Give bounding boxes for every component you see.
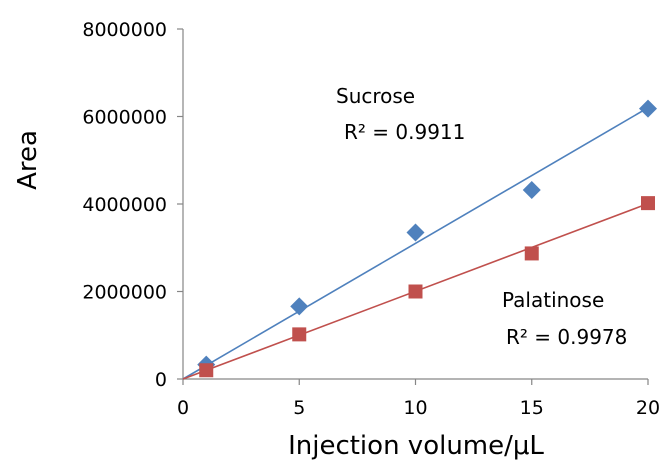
- ticks: 0 2000000 4000000 6000000 8000000 0 5 10 15 20: [82, 19, 660, 419]
- y-axis-title: Area: [13, 130, 43, 190]
- x-tick-label: 0: [177, 397, 189, 419]
- r-squared-label-sucrose: R² = 0.9911: [344, 120, 465, 144]
- data-point-palatinose: [641, 196, 655, 211]
- y-tick-label: 4000000: [82, 194, 167, 216]
- x-axis-title: Injection volume/μL: [288, 431, 544, 461]
- data-point-sucrose: [639, 99, 657, 118]
- y-tick-label: 6000000: [82, 107, 167, 129]
- r-squared-label-palatinose: R² = 0.9978: [506, 325, 627, 349]
- data-point-sucrose: [406, 223, 425, 242]
- series-label-sucrose: Sucrose: [336, 84, 415, 108]
- y-tick-label: 2000000: [82, 282, 167, 304]
- y-tick-label: 8000000: [82, 19, 167, 41]
- data-point-sucrose: [290, 297, 309, 316]
- data-points: [197, 99, 657, 378]
- data-point-palatinose: [524, 246, 539, 261]
- x-tick-label: 15: [520, 397, 544, 419]
- series-label-palatinose: Palatinose: [502, 288, 604, 312]
- y-tick-label: 0: [155, 369, 167, 391]
- data-point-palatinose: [199, 363, 214, 378]
- data-point-sucrose: [522, 181, 541, 199]
- data-point-palatinose: [292, 327, 307, 342]
- data-point-palatinose: [408, 284, 423, 299]
- trendline-sucrose: [182, 107, 649, 380]
- x-tick-label: 5: [293, 397, 305, 419]
- x-tick-label: 20: [636, 397, 660, 419]
- x-tick-label: 10: [403, 397, 427, 419]
